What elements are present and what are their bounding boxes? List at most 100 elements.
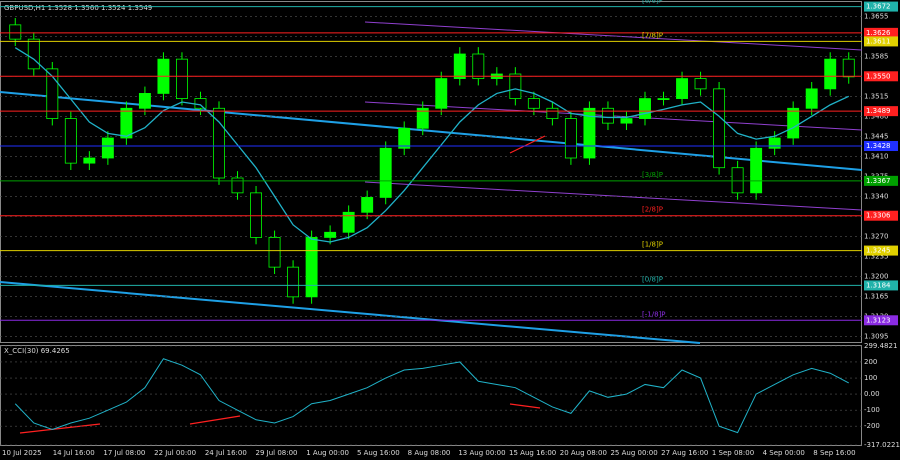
level-label: 1.3367 <box>866 177 891 185</box>
main-frame <box>0 1 862 343</box>
level-label-box <box>864 106 898 117</box>
time-label: 10 Jul 2025 <box>2 449 42 457</box>
level-label-box <box>864 1 898 12</box>
y-tick-label: -200 <box>864 422 880 430</box>
divergence-line <box>19 423 101 434</box>
level-label-box <box>864 245 898 256</box>
level-tag: [1/8]P <box>642 241 663 249</box>
y-tick-label: 1.3480 <box>864 112 889 120</box>
time-label: 24 Jul 16:00 <box>205 449 247 457</box>
candle-body <box>713 88 726 169</box>
candle-body <box>546 107 559 119</box>
time-label: 22 Jul 00:00 <box>154 449 196 457</box>
time-label: 14 Jul 16:00 <box>53 449 95 457</box>
level-label-box <box>864 315 898 326</box>
candle-body <box>583 107 596 159</box>
level-label-box <box>864 36 898 47</box>
candle-body <box>435 78 448 109</box>
candle-body <box>287 266 300 298</box>
cci-line <box>14 358 849 434</box>
time-label: 15 Aug 16:00 <box>509 449 556 457</box>
candle-body <box>639 98 651 119</box>
y-tick-label: 1.3410 <box>864 152 889 160</box>
divergence-line <box>509 135 546 154</box>
candle-body <box>750 147 763 194</box>
level-label: 1.3123 <box>866 316 891 324</box>
level-label: 1.3245 <box>866 247 891 255</box>
y-tick-label: 1.3515 <box>864 92 889 100</box>
y-tick-label: 1.3235 <box>864 252 889 260</box>
time-label: 20 Aug 08:00 <box>560 449 607 457</box>
level-label-box <box>864 280 898 291</box>
chart-title: GBPUSD,H1 1.3528 1.3560 1.3524 1.3549 <box>4 4 152 12</box>
divergence-line <box>189 415 241 425</box>
candle-body <box>101 137 114 159</box>
time-label: 8 Aug 08:00 <box>408 449 451 457</box>
level-label-box <box>864 175 898 186</box>
candle-body <box>361 197 374 213</box>
y-tick-label: 1.3200 <box>864 272 889 280</box>
candle-body <box>250 192 262 238</box>
candle-body <box>527 98 540 109</box>
candle-body <box>27 38 40 70</box>
level-label: 1.3550 <box>866 72 891 80</box>
candle-body <box>564 118 577 159</box>
level-label: 1.3489 <box>866 107 891 115</box>
time-label: 29 Jul 08:00 <box>256 449 298 457</box>
candle-body <box>9 24 22 40</box>
candle-body <box>824 58 837 90</box>
y-tick-label: 1.3095 <box>864 332 889 340</box>
candle-body <box>768 137 781 149</box>
time-label: 25 Aug 00:00 <box>610 449 657 457</box>
level-label: 1.3306 <box>866 212 891 220</box>
time-label: 5 Aug 16:00 <box>357 449 400 457</box>
divergence-line <box>509 403 541 409</box>
level-label-box <box>864 210 898 221</box>
candle-body <box>83 157 96 164</box>
candle-body <box>46 68 59 119</box>
time-label: 8 Sep 16:00 <box>813 449 855 457</box>
y-tick-label: 1.3270 <box>864 232 889 240</box>
candle-body <box>842 58 855 78</box>
candle-body <box>694 78 707 90</box>
level-label: 1.3184 <box>866 281 891 289</box>
candle-body <box>194 98 207 109</box>
level-label: 1.3672 <box>866 3 891 11</box>
channel-line <box>364 21 863 51</box>
level-label: 1.3626 <box>866 29 891 37</box>
level-tag: [7/8]P <box>642 31 663 39</box>
candle-body <box>676 78 688 99</box>
level-label-box <box>864 71 898 82</box>
cci-frame <box>0 345 862 446</box>
y-tick-label: 1.3445 <box>864 132 889 140</box>
candle-body <box>657 98 670 100</box>
candle-body <box>787 107 800 139</box>
candle-body <box>138 93 151 109</box>
time-label: 4 Sep 00:00 <box>763 449 805 457</box>
candle-body <box>213 107 225 179</box>
candle-body <box>64 118 77 164</box>
level-tag: [2/8]P <box>642 206 663 214</box>
level-label: 1.3428 <box>866 142 891 150</box>
candle-body <box>342 211 355 233</box>
candle-body <box>731 167 744 194</box>
y-tick-label: 1.3655 <box>864 12 889 20</box>
y-tick-label: 1.3585 <box>864 52 889 60</box>
level-tag: [-1/8]P <box>642 310 665 318</box>
level-label-box <box>864 27 898 38</box>
candle-body <box>509 73 522 99</box>
candle-body <box>324 231 337 238</box>
y-tick-label: 1.3165 <box>864 292 889 300</box>
time-label: 1 Aug 00:00 <box>306 449 349 457</box>
time-label: 1 Sep 08:00 <box>712 449 754 457</box>
trend-line <box>0 281 701 344</box>
candle-body <box>453 53 466 79</box>
y-tick-label: 299.4821 <box>864 342 897 350</box>
y-tick-label: 100 <box>864 374 877 382</box>
time-label: 27 Aug 16:00 <box>661 449 708 457</box>
candle-body <box>231 177 244 194</box>
moving-average <box>14 47 850 243</box>
candle-body <box>120 107 133 139</box>
